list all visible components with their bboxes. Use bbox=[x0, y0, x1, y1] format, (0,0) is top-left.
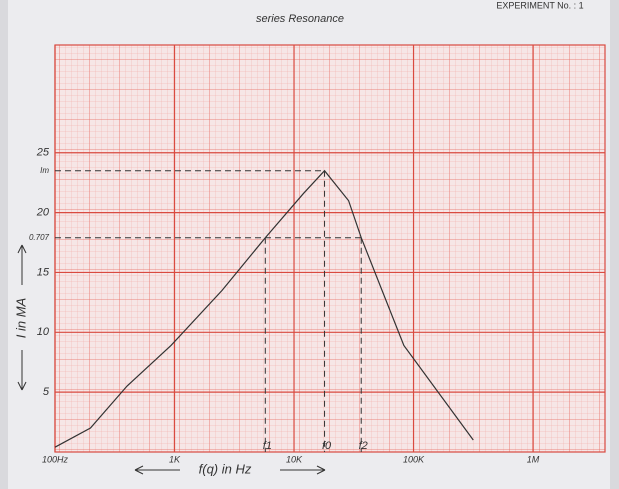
x-tick-label: 1K bbox=[169, 454, 181, 464]
reference-label: 0.707 bbox=[29, 233, 50, 242]
frequency-label: f2 bbox=[359, 440, 368, 452]
graph-paper-grid bbox=[55, 45, 605, 452]
data-line bbox=[54, 169, 474, 448]
frequency-label: f0 bbox=[322, 440, 332, 452]
y-tick-label: 10 bbox=[37, 326, 50, 338]
x-axis-arrows bbox=[134, 465, 326, 475]
x-axis-label: f(q) in Hz bbox=[199, 461, 252, 476]
x-tick-label: 100Hz bbox=[42, 454, 69, 464]
y-axis-arrows bbox=[17, 244, 27, 391]
y-tick-label: 25 bbox=[36, 147, 50, 159]
y-tick-label: 15 bbox=[37, 266, 50, 278]
x-tick-label: 100K bbox=[403, 454, 425, 464]
reference-label: Im bbox=[40, 166, 49, 175]
frequency-label: f1 bbox=[263, 440, 272, 452]
y-axis-label: I in MA bbox=[13, 298, 28, 338]
x-tick-label: 1M bbox=[527, 454, 540, 464]
y-tick-label: 20 bbox=[36, 206, 50, 218]
x-tick-label: 10K bbox=[286, 454, 303, 464]
y-tick-label: 5 bbox=[43, 386, 50, 398]
experiment-number: EXPERIMENT No. : 1 bbox=[496, 0, 583, 10]
chart-title: series Resonance bbox=[256, 13, 344, 25]
